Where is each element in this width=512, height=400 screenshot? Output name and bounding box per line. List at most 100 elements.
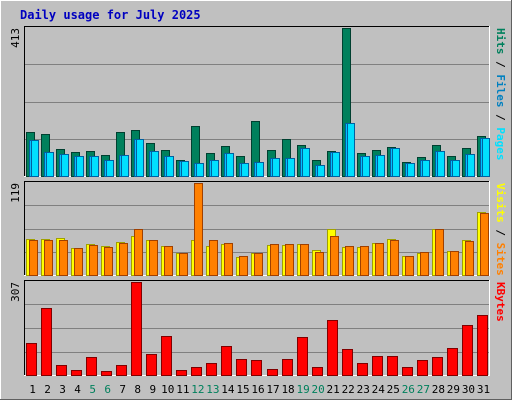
x-tick-label-day-17: 17 (266, 383, 279, 396)
bar-sites-day-25 (390, 240, 399, 276)
x-tick-label-day-27: 27 (417, 383, 430, 396)
bar-kbytes-day-16 (251, 360, 262, 376)
bar-pages-day-22 (347, 123, 355, 177)
bar-pages-day-6 (106, 160, 114, 177)
bar-kbytes-day-27 (417, 360, 428, 376)
bar-kbytes-day-2 (41, 308, 52, 376)
bar-sites-day-11 (179, 253, 188, 276)
bar-pages-day-12 (196, 163, 204, 177)
bar-pages-day-17 (272, 158, 280, 177)
x-tick-label-day-25: 25 (387, 383, 400, 396)
bar-pages-day-18 (287, 158, 295, 177)
legend-separator: / (494, 223, 507, 243)
bar-kbytes-day-3 (56, 365, 67, 376)
bar-kbytes-day-23 (357, 363, 368, 376)
bar-sites-day-21 (330, 236, 339, 276)
bar-sites-day-12 (194, 183, 203, 276)
x-axis-day-labels: 1 2 3 4 5 6 7 8 9 10 11 12 13 14 15 16 17 18 19 20 21 22 23 24 2… (29, 383, 490, 396)
bar-pages-day-28 (437, 151, 445, 177)
x-tick-label-day-28: 28 (432, 383, 445, 396)
bar-sites-day-3 (59, 240, 68, 276)
bar-sites-day-13 (209, 240, 218, 276)
bar-pages-day-4 (76, 156, 84, 177)
bar-kbytes-day-29 (447, 348, 458, 376)
bar-kbytes-day-25 (387, 356, 398, 376)
max-value-label: 119 (9, 183, 22, 203)
bar-sites-day-19 (300, 244, 309, 276)
legend-visits: Visits (494, 183, 507, 223)
bar-pages-day-16 (256, 162, 264, 177)
bar-pages-day-5 (91, 156, 99, 177)
bar-kbytes-day-18 (282, 359, 293, 376)
chart-title: Daily usage for July 2025 (20, 8, 201, 22)
bar-kbytes-day-1 (26, 343, 37, 376)
x-tick-label-day-30: 30 (462, 383, 475, 396)
bar-kbytes-day-22 (342, 349, 353, 376)
x-tick-label-day-10: 10 (161, 383, 174, 396)
bar-sites-day-29 (450, 251, 459, 276)
bar-pages-day-8 (136, 139, 144, 177)
bar-sites-day-23 (360, 246, 369, 276)
bar-kbytes-day-7 (116, 365, 127, 376)
bar-kbytes-day-19 (297, 337, 308, 376)
bar-kbytes-day-6 (101, 371, 112, 376)
bar-kbytes-day-21 (327, 320, 338, 376)
bar-pages-day-30 (467, 154, 475, 177)
bar-sites-day-2 (44, 240, 53, 276)
x-tick-label-day-11: 11 (176, 383, 189, 396)
bar-pages-day-26 (407, 163, 415, 177)
bar-pages-day-23 (362, 156, 370, 177)
bar-sites-day-5 (89, 245, 98, 276)
bar-pages-day-24 (377, 155, 385, 177)
x-tick-label-day-6: 6 (104, 383, 111, 396)
bar-sites-day-26 (405, 256, 414, 276)
x-tick-label-day-26: 26 (402, 383, 415, 396)
bar-sites-day-4 (74, 248, 83, 276)
bar-sites-day-24 (375, 243, 384, 276)
bar-sites-day-7 (119, 243, 128, 276)
x-tick-label-day-19: 19 (296, 383, 309, 396)
bar-sites-day-16 (254, 253, 263, 276)
bar-pages-day-9 (151, 151, 159, 177)
bar-kbytes-day-15 (236, 359, 247, 376)
bar-kbytes-day-17 (267, 369, 278, 376)
max-value-label: 413 (9, 28, 22, 48)
bar-kbytes-day-9 (146, 354, 157, 376)
x-tick-label-day-13: 13 (206, 383, 219, 396)
bar-pages-day-7 (121, 155, 129, 177)
legend-separator: / (494, 108, 507, 128)
bar-kbytes-day-4 (71, 370, 82, 376)
bar-sites-day-30 (465, 241, 474, 276)
panel-hits_files_pages: 413 Hits / Files / Pages (9, 26, 507, 177)
panel-kbytes: 307 KBytes (9, 280, 507, 376)
x-tick-label-day-2: 2 (44, 383, 51, 396)
bar-kbytes-day-5 (86, 357, 97, 376)
legend-separator: / (494, 55, 507, 75)
legend-files: Files (494, 74, 507, 107)
bar-sites-day-20 (315, 252, 324, 276)
bar-sites-day-31 (480, 213, 489, 276)
bar-sites-day-14 (224, 243, 233, 276)
bar-sites-day-28 (435, 229, 444, 276)
x-tick-label-day-29: 29 (447, 383, 460, 396)
bar-pages-day-20 (317, 165, 325, 177)
x-tick-label-day-20: 20 (312, 383, 325, 396)
x-tick-label-day-21: 21 (327, 383, 340, 396)
bar-kbytes-day-11 (176, 370, 187, 376)
x-tick-label-day-9: 9 (149, 383, 156, 396)
x-tick-label-day-4: 4 (74, 383, 81, 396)
bar-pages-day-25 (392, 148, 400, 177)
bar-kbytes-day-28 (432, 357, 443, 376)
series-legend-label: KBytes (494, 282, 507, 322)
bar-sites-day-27 (420, 252, 429, 276)
bar-pages-day-14 (226, 153, 234, 177)
bar-sites-day-17 (270, 244, 279, 276)
x-tick-label-day-5: 5 (89, 383, 96, 396)
series-legend-label: Visits / Sites (494, 183, 507, 276)
x-tick-label-day-24: 24 (372, 383, 386, 396)
bar-sites-day-8 (134, 229, 143, 276)
bar-sites-day-15 (239, 256, 248, 276)
bar-pages-day-21 (332, 152, 340, 177)
bar-kbytes-day-12 (191, 367, 202, 376)
bar-sites-day-18 (285, 244, 294, 276)
